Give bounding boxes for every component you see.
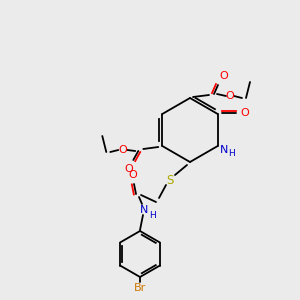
Text: H: H bbox=[228, 149, 235, 158]
Text: O: O bbox=[240, 108, 249, 118]
Text: O: O bbox=[118, 145, 127, 155]
Text: O: O bbox=[220, 71, 228, 81]
Text: H: H bbox=[150, 211, 156, 220]
Text: Br: Br bbox=[134, 283, 146, 293]
Text: O: O bbox=[124, 164, 133, 174]
Text: O: O bbox=[129, 170, 137, 180]
Text: S: S bbox=[166, 173, 174, 187]
Text: N: N bbox=[140, 205, 148, 215]
Text: N: N bbox=[220, 145, 228, 155]
Text: O: O bbox=[226, 91, 234, 101]
